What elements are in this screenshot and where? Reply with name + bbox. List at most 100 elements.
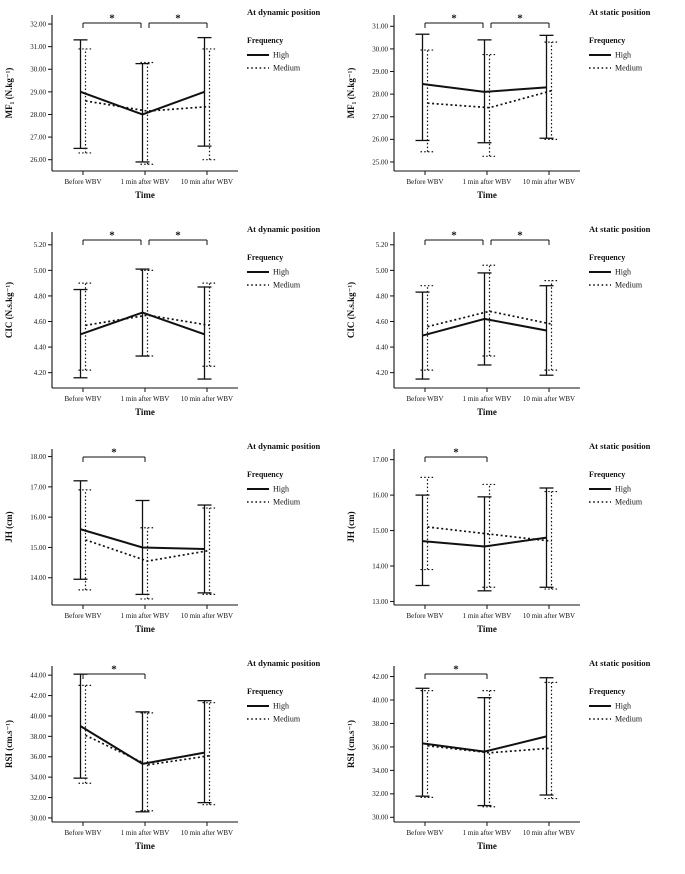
- y-tick-label: 29.00: [372, 68, 388, 76]
- x-category-label: Before WBV: [407, 612, 444, 620]
- x-category-label: Before WBV: [407, 178, 444, 186]
- y-tick-label: 25.00: [372, 158, 388, 166]
- y-tick-label: 13.00: [372, 598, 388, 606]
- y-tick-label: 31.00: [30, 43, 46, 51]
- series-line-medium: [85, 314, 210, 327]
- x-category-label: Before WBV: [65, 829, 102, 837]
- position-label: At dynamic position: [247, 441, 320, 451]
- significance-asterisk: *: [175, 13, 181, 25]
- position-label: At static position: [589, 658, 651, 668]
- x-category-label: 10 min after WBV: [181, 178, 233, 186]
- y-axis-title: JH (cm): [4, 511, 14, 542]
- chart-cic-dynamic: 4.20 4.40 4.60 4.80 5.00 5.20 Before WBV 1 min …: [4, 224, 320, 417]
- chart-panel-rsi-static: 30.00 32.00 34.00 36.00 38.00 40.00 42.00 Befor…: [342, 652, 684, 869]
- series-line-medium: [427, 310, 552, 328]
- position-label: At static position: [589, 224, 651, 234]
- legend-item-label: High: [615, 485, 631, 494]
- y-tick-label: 29.00: [30, 88, 46, 96]
- x-axis-title: Time: [135, 190, 155, 200]
- y-tick-label: 16.00: [30, 514, 46, 522]
- position-label: At dynamic position: [247, 224, 320, 234]
- series-line-medium: [85, 734, 210, 766]
- y-tick-label: 26.00: [372, 136, 388, 144]
- chart-jh-dynamic: 14.00 15.00 16.00 17.00 18.00 Before WBV 1 min…: [4, 441, 320, 634]
- chart-mf1-static: 25.00 26.00 27.00 28.00 29.00 30.00 31.00 Befor…: [346, 7, 651, 200]
- chart-panel-rsi-dynamic: 30.00 32.00 34.00 36.00 38.00 40.00 42.00 44.00…: [0, 652, 342, 869]
- significance-asterisk: *: [109, 230, 115, 242]
- x-axis-title: Time: [135, 407, 155, 417]
- y-tick-label: 31.00: [372, 23, 388, 31]
- significance-asterisk: *: [451, 230, 457, 242]
- x-category-label: 1 min after WBV: [121, 829, 170, 837]
- y-tick-label: 34.00: [30, 774, 46, 782]
- y-tick-label: 42.00: [372, 673, 388, 681]
- y-tick-label: 30.00: [30, 66, 46, 74]
- series-line-high: [422, 536, 547, 548]
- legend-title: Frequency: [589, 470, 625, 479]
- legend-item-label: High: [273, 702, 289, 711]
- legend-item-label: Medium: [615, 64, 643, 73]
- position-label: At dynamic position: [247, 658, 320, 668]
- y-tick-label: 4.20: [376, 369, 389, 377]
- y-tick-label: 26.00: [30, 156, 46, 164]
- series-line-high: [79, 725, 205, 765]
- position-label: At dynamic position: [247, 7, 320, 17]
- x-axis-title: Time: [477, 190, 497, 200]
- legend-item-label: Medium: [615, 498, 643, 507]
- significance-asterisk: *: [111, 447, 117, 459]
- legend-title: Frequency: [247, 470, 283, 479]
- x-axis-title: Time: [477, 841, 497, 851]
- chart-rsi-static: 30.00 32.00 34.00 36.00 38.00 40.00 42.00 Befor…: [346, 658, 651, 851]
- y-axis-title: CIC (N.s.kg⁻¹): [346, 282, 356, 338]
- y-tick-label: 42.00: [30, 692, 46, 700]
- x-category-label: 10 min after WBV: [523, 395, 575, 403]
- y-tick-label: 18.00: [30, 453, 46, 461]
- series-line-medium: [85, 100, 210, 112]
- x-category-label: Before WBV: [65, 612, 102, 620]
- y-axis-title: MF₁ (N.kg⁻¹): [4, 68, 14, 119]
- x-axis-title: Time: [135, 841, 155, 851]
- y-tick-label: 4.40: [34, 343, 47, 351]
- significance-asterisk: *: [451, 13, 457, 25]
- position-label: At static position: [589, 7, 651, 17]
- significance-asterisk: *: [111, 664, 117, 676]
- significance-asterisk: *: [453, 447, 459, 459]
- x-category-label: Before WBV: [407, 395, 444, 403]
- y-tick-label: 27.00: [372, 113, 388, 121]
- y-axis-title: RSI (cm.s⁻¹): [346, 720, 356, 768]
- x-category-label: 1 min after WBV: [121, 612, 170, 620]
- legend-item-label: High: [273, 485, 289, 494]
- legend-title: Frequency: [247, 36, 283, 45]
- y-tick-label: 32.00: [30, 20, 46, 28]
- y-tick-label: 38.00: [372, 720, 388, 728]
- y-tick-label: 4.60: [34, 318, 47, 326]
- x-category-label: 10 min after WBV: [181, 829, 233, 837]
- x-category-label: 10 min after WBV: [523, 829, 575, 837]
- y-tick-label: 5.20: [34, 241, 47, 249]
- x-category-label: Before WBV: [407, 829, 444, 837]
- x-category-label: 10 min after WBV: [181, 612, 233, 620]
- y-axis-title: MF₁ (N.kg⁻¹): [346, 68, 356, 119]
- y-tick-label: 4.20: [34, 369, 47, 377]
- significance-asterisk: *: [517, 13, 523, 25]
- x-category-label: 1 min after WBV: [463, 395, 512, 403]
- y-tick-label: 14.00: [372, 562, 388, 570]
- y-tick-label: 4.80: [34, 292, 47, 300]
- y-tick-label: 36.00: [372, 743, 388, 751]
- x-axis-title: Time: [477, 624, 497, 634]
- series-line-medium: [85, 539, 210, 562]
- x-category-label: Before WBV: [65, 395, 102, 403]
- series-line-high: [422, 82, 547, 93]
- y-tick-label: 5.00: [34, 267, 47, 275]
- y-tick-label: 15.00: [30, 544, 46, 552]
- chart-jh-static: 13.00 14.00 15.00 16.00 17.00 Before WBV 1 min…: [346, 441, 651, 634]
- legend-item-label: High: [273, 268, 289, 277]
- y-tick-label: 40.00: [30, 712, 46, 720]
- y-tick-label: 15.00: [372, 527, 388, 535]
- legend-title: Frequency: [589, 687, 625, 696]
- chart-rsi-dynamic: 30.00 32.00 34.00 36.00 38.00 40.00 42.00 44.00…: [4, 658, 320, 851]
- chart-panel-mf1-static: 25.00 26.00 27.00 28.00 29.00 30.00 31.00 Befor…: [342, 1, 684, 218]
- chart-panel-cic-dynamic: 4.20 4.40 4.60 4.80 5.00 5.20 Before WBV 1 min …: [0, 218, 342, 435]
- significance-asterisk: *: [453, 664, 459, 676]
